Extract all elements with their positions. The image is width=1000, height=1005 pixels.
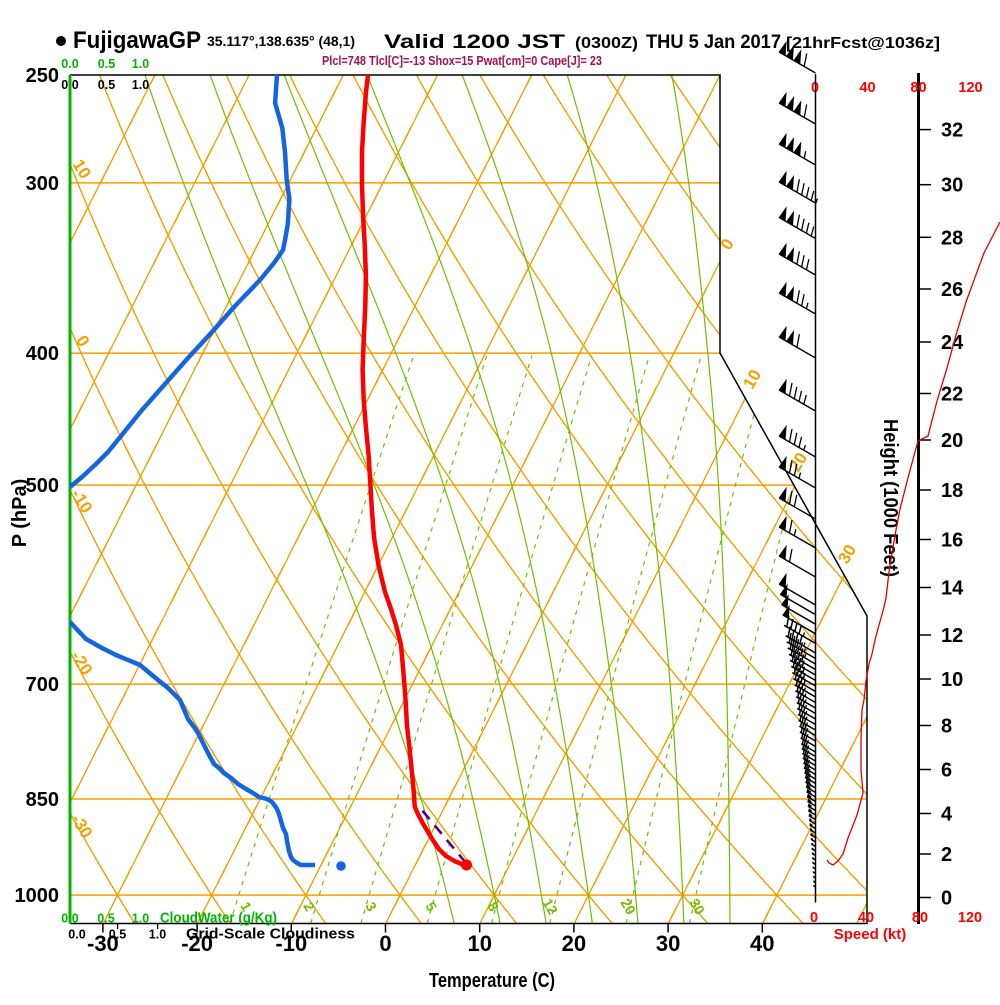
svg-text:P (hPa): P (hPa) [9, 479, 31, 548]
svg-text:22: 22 [941, 384, 963, 406]
svg-text:400: 400 [26, 343, 59, 365]
svg-text:0.0: 0.0 [61, 912, 78, 926]
svg-text:8: 8 [941, 716, 952, 738]
svg-text:80: 80 [912, 910, 928, 926]
svg-text:0.0: 0.0 [68, 928, 85, 942]
svg-text:Plcl=748 Tlcl[C]=-13 Shox=15 P: Plcl=748 Tlcl[C]=-13 Shox=15 Pwat[cm]=0 … [322, 54, 602, 68]
svg-text:32: 32 [941, 120, 963, 142]
svg-text:Speed (kt): Speed (kt) [834, 926, 907, 943]
svg-text:26: 26 [941, 279, 963, 301]
svg-text:250: 250 [26, 65, 59, 87]
svg-text:40: 40 [858, 910, 874, 926]
svg-text:(0300Z): (0300Z) [575, 35, 638, 52]
svg-text:120: 120 [958, 80, 982, 96]
svg-text:Grid-Scale Cloudiness: Grid-Scale Cloudiness [186, 927, 355, 943]
svg-text:4: 4 [941, 804, 953, 826]
svg-text:CloudWater (g/Kg): CloudWater (g/Kg) [160, 911, 277, 927]
svg-text:0 0: 0 0 [61, 78, 78, 92]
svg-text:Height (1000 Feet): Height (1000 Feet) [879, 419, 901, 577]
svg-text:30: 30 [941, 175, 963, 197]
svg-text:Valid 1200 JST: Valid 1200 JST [384, 31, 565, 53]
svg-text:12: 12 [941, 625, 963, 647]
svg-text:0: 0 [379, 931, 391, 956]
svg-text:1.0: 1.0 [132, 912, 149, 926]
svg-text:Temperature (C): Temperature (C) [429, 970, 555, 992]
svg-text:2: 2 [941, 844, 952, 866]
svg-text:700: 700 [26, 674, 59, 696]
svg-text:80: 80 [910, 80, 926, 96]
svg-text:0.5: 0.5 [98, 57, 115, 71]
svg-text:10: 10 [941, 669, 963, 691]
svg-text:1.0: 1.0 [149, 928, 166, 942]
svg-text:0.5: 0.5 [98, 78, 115, 92]
svg-text:0: 0 [941, 888, 952, 910]
svg-text:24: 24 [941, 332, 964, 354]
svg-text:0.5: 0.5 [109, 928, 126, 942]
svg-text:40: 40 [859, 80, 875, 96]
svg-text:850: 850 [26, 789, 59, 811]
svg-text:0.5: 0.5 [97, 912, 114, 926]
svg-text:35.117°,138.635° (48,1): 35.117°,138.635° (48,1) [207, 34, 355, 49]
svg-text:18: 18 [941, 480, 963, 502]
svg-text:FujigawaGP: FujigawaGP [73, 27, 201, 54]
svg-text:1.0: 1.0 [132, 78, 149, 92]
svg-text:6: 6 [941, 760, 952, 782]
svg-text:[21hrFcst@1036z]: [21hrFcst@1036z] [786, 35, 940, 52]
svg-text:28: 28 [941, 227, 963, 249]
svg-text:300: 300 [26, 173, 59, 195]
svg-text:10: 10 [467, 931, 491, 956]
svg-text:120: 120 [958, 910, 982, 926]
svg-text:1.0: 1.0 [132, 57, 149, 71]
svg-text:1000: 1000 [15, 885, 60, 907]
svg-text:30: 30 [656, 931, 680, 956]
svg-text:16: 16 [941, 530, 963, 552]
svg-text:0.0: 0.0 [61, 57, 78, 71]
svg-text:20: 20 [562, 931, 586, 956]
svg-text:40: 40 [750, 931, 774, 956]
svg-text:14: 14 [941, 578, 964, 600]
svg-text:THU 5 Jan 2017: THU 5 Jan 2017 [646, 31, 781, 53]
svg-text:0: 0 [810, 910, 818, 926]
svg-text:20: 20 [941, 430, 963, 452]
